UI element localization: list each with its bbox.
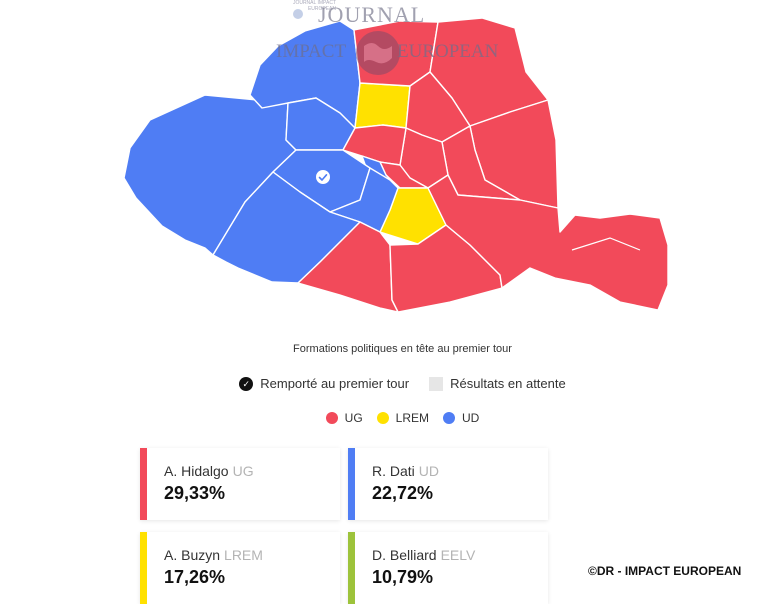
pending-square-icon [429,376,444,391]
candidate-card-hidalgo[interactable]: A. Hidalgo UG 29,33% [140,448,340,520]
map-subtitle: Formations politiques en tête au premier… [293,343,512,355]
status-legend: ✓ Remporté au premier tour Résultats en … [0,376,777,391]
candidate-card-dati[interactable]: R. Dati UD 22,72% [348,448,548,520]
candidate-name: A. Hidalgo [164,463,229,479]
candidate-card-belliard[interactable]: D. Belliard EELV 10,79% [348,532,548,604]
candidate-party: EELV [440,547,476,563]
legend-party-label: UD [462,411,480,425]
paris-arrondissements-map [123,9,669,313]
candidate-percent: 10,79% [372,567,434,587]
candidate-name: R. Dati [372,463,415,479]
party-color-bar [348,532,355,604]
globe-logo [293,9,400,75]
party-color-bar [140,532,147,604]
party-dot-icon [443,412,455,424]
first-round-win-marker [316,170,330,184]
party-dot-icon [376,412,389,424]
candidate-name-line: D. Belliard EELV [372,547,475,563]
arrondissement-14[interactable] [297,221,399,313]
candidate-name-line: R. Dati UD [372,463,439,479]
candidate-name-line: A. Hidalgo UG [164,463,254,479]
candidate-name: D. Belliard [372,547,437,563]
arrondissement-12[interactable] [427,174,669,311]
party-legend: UG LREM UD [0,411,777,425]
arrondissement-9[interactable] [354,82,411,129]
legend-won-label: Remporté au premier tour [260,376,410,391]
party-color-bar [140,448,147,520]
legend-party-label: LREM [395,411,429,425]
legend-party-lrem: LREM [376,411,429,425]
party-dot-icon [325,412,338,424]
candidate-party: LREM [224,547,263,563]
legend-party-label: UG [344,411,363,425]
candidate-percent: 29,33% [164,483,226,503]
photo-credit: ©DR - IMPACT EUROPEAN [588,564,742,578]
legend-party-ug: UG [325,411,363,425]
legend-pending-label: Résultats en attente [450,376,566,391]
check-icon: ✓ [239,376,254,391]
candidate-name: A. Buzyn [164,547,221,563]
legend-party-ud: UD [443,411,479,425]
legend-pending: Résultats en attente [429,376,566,391]
party-color-bar [348,448,355,520]
candidate-party: UG [232,463,254,479]
candidate-percent: 22,72% [372,483,434,503]
candidate-name-line: A. Buzyn LREM [164,547,263,563]
legend-won-first-round: ✓ Remporté au premier tour [239,376,409,391]
candidate-card-buzyn[interactable]: A. Buzyn LREM 17,26% [140,532,340,604]
candidate-party: UD [418,463,440,479]
candidate-percent: 17,26% [164,567,226,587]
